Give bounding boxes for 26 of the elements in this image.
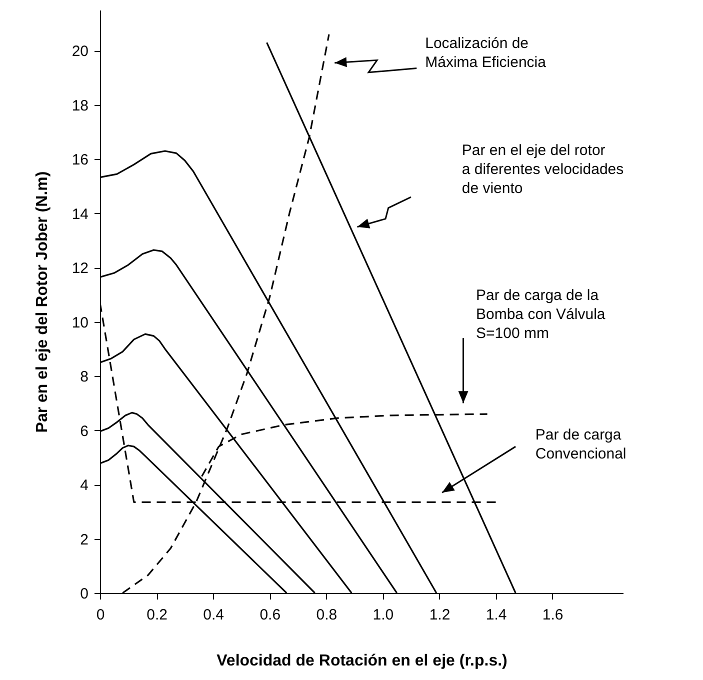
x-tick-label: 1.0	[372, 606, 394, 624]
y-tick-label: 12	[72, 260, 88, 278]
x-tick-label: 1.4	[486, 606, 507, 624]
x-tick-label: 0.6	[260, 606, 281, 624]
annotation: Par de carga Convencional	[535, 426, 626, 463]
y-tick-label: 16	[72, 152, 88, 169]
y-tick-label: 10	[72, 314, 88, 332]
y-tick-label: 20	[72, 43, 88, 60]
y-tick-label: 8	[80, 368, 88, 386]
x-tick-label: 1.2	[429, 606, 450, 624]
y-tick-label: 2	[80, 531, 88, 548]
x-tick-label: 0.2	[146, 606, 168, 624]
x-tick-label: 0.4	[203, 606, 224, 624]
y-tick-label: 0	[80, 586, 88, 602]
x-axis-title: Velocidad de Rotación en el eje (r.p.s.)	[216, 652, 508, 670]
y-tick-label: 4	[80, 477, 88, 494]
annotation: Localización de Máxima Eficiencia	[425, 34, 547, 71]
y-tick-label: 14	[72, 206, 88, 223]
y-axis-title: Par en el eje del Rotor Jober (N.m)	[34, 171, 51, 433]
x-tick-label: 0	[96, 606, 105, 624]
annotation: Par de carga de la Bomba con Válvula S=100 mm	[476, 286, 606, 342]
y-tick-label: 6	[80, 422, 88, 440]
x-tick-label: 1.6	[542, 606, 564, 624]
y-tick-label: 18	[72, 97, 88, 114]
annotation: Par en el eje del rotor a diferentes velocidades de viento	[462, 142, 624, 197]
x-tick-label: 0.8	[316, 606, 338, 624]
